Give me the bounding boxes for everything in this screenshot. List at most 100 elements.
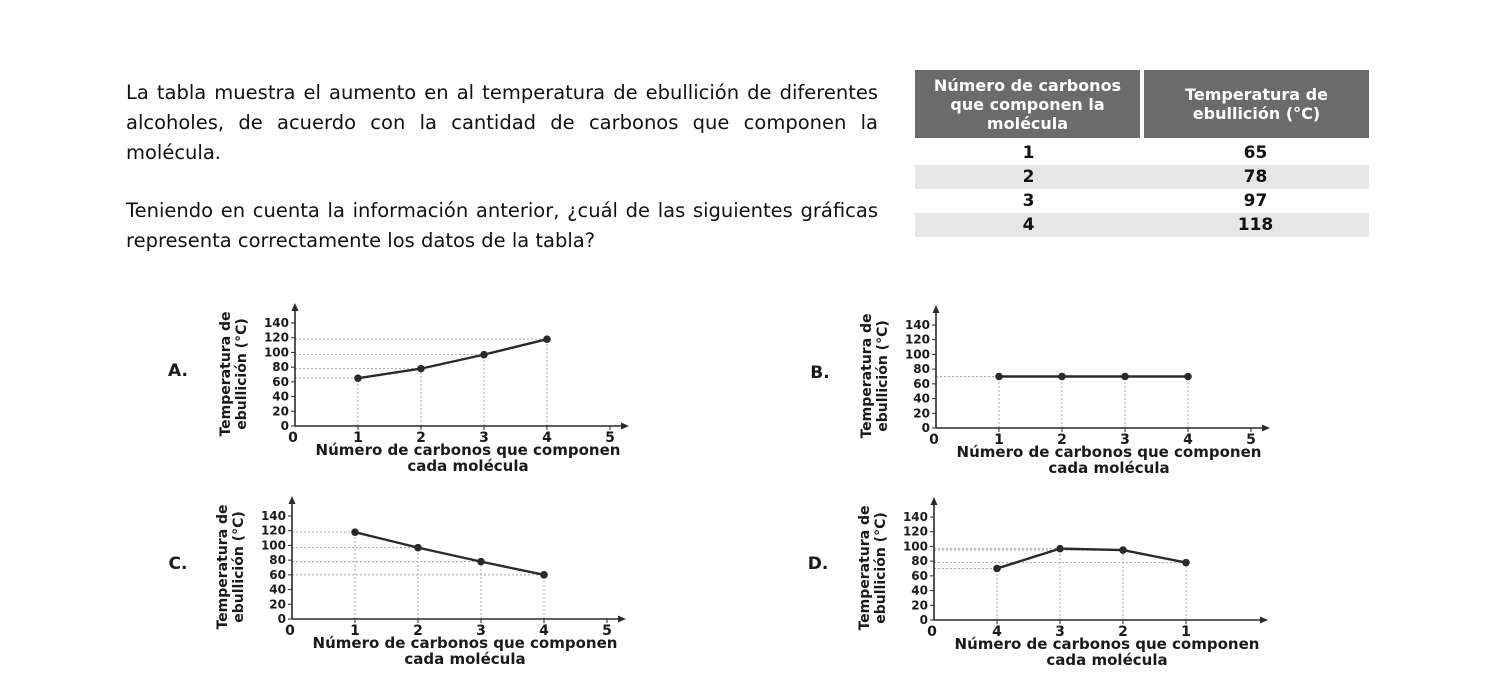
x-tick-label: 0 — [927, 624, 937, 640]
x-axis-title: cada molécula — [407, 457, 528, 475]
option-label: C. — [169, 554, 188, 574]
table-cell: 3 — [1022, 191, 1035, 211]
data-point — [1056, 544, 1064, 553]
y-tick-label: 80 — [911, 554, 928, 568]
y-axis-title-line: Temperatura de — [215, 504, 231, 629]
x-tick-label: 1 — [994, 432, 1004, 448]
table-row: 3 97 — [915, 189, 1369, 213]
y-tick-label: 100 — [903, 539, 928, 553]
x-tick-label: 2 — [1118, 624, 1128, 640]
y-tick-label: 100 — [905, 347, 930, 361]
table-cell: 97 — [1243, 191, 1268, 211]
y-axis-title-line: Temperatura de — [859, 313, 875, 438]
x-axis-title: cada molécula — [404, 650, 525, 668]
x-axis-title: Número de carbonos que componen — [313, 634, 618, 652]
y-tick-label: 20 — [911, 598, 928, 612]
y-axis-title-line: ebullición (°C) — [231, 511, 247, 623]
data-point — [351, 528, 359, 536]
y-axis-title: Temperatura de ebullición (°C) — [218, 311, 250, 436]
x-axis-title: cada molécula — [1046, 651, 1167, 669]
x-tick-label: 4 — [1183, 432, 1193, 448]
data-point — [414, 543, 422, 552]
y-tick-label: 80 — [269, 553, 286, 567]
data-point — [1119, 546, 1127, 554]
table-cell: 65 — [1243, 143, 1268, 163]
y-axis-arrow — [291, 303, 299, 311]
y-tick-label: 140 — [903, 510, 928, 524]
x-tick-label: 4 — [542, 430, 552, 446]
y-axis-title: Temperatura de ebullición (°C) — [215, 504, 247, 629]
y-tick-label: 140 — [905, 318, 930, 332]
x-axis-title: Número de carbonos que componen — [955, 635, 1260, 653]
data-point — [1121, 372, 1129, 381]
y-axis-arrow — [930, 497, 938, 505]
y-tick-label: 60 — [272, 375, 289, 389]
data-point — [1058, 372, 1066, 381]
data-point — [993, 564, 1001, 573]
y-tick-label: 140 — [261, 509, 286, 523]
table-row: 4 118 — [915, 213, 1369, 237]
x-axis-title: cada molécula — [1048, 459, 1169, 477]
boiling-point-table: Número de carbonos que componen la moléc… — [915, 70, 1369, 237]
y-tick-label: 120 — [261, 524, 286, 538]
x-tick-label: 0 — [929, 432, 939, 448]
table-cell: 2 — [915, 165, 1142, 189]
x-axis-arrow — [1262, 424, 1270, 432]
data-point — [995, 372, 1003, 381]
x-tick-label: 3 — [476, 623, 486, 639]
x-tick-label: 0 — [285, 623, 295, 639]
y-tick-label: 0 — [920, 613, 928, 627]
y-axis-title-line: Temperatura de — [857, 505, 873, 630]
y-axis-title-line: ebullición (°C) — [873, 512, 889, 624]
header-carbons: Número de carbonos que componen la moléc… — [915, 70, 1142, 138]
y-tick-label: 60 — [269, 568, 286, 582]
x-tick-label: 0 — [288, 430, 298, 446]
option-label: D. — [808, 554, 829, 574]
y-tick-label: 60 — [913, 377, 930, 391]
y-axis-title-line: ebullición (°C) — [234, 318, 250, 430]
y-tick-label: 0 — [922, 421, 930, 435]
y-tick-label: 0 — [278, 612, 286, 626]
y-tick-label: 20 — [913, 406, 930, 420]
y-axis-title: Temperatura de ebullición (°C) — [859, 313, 891, 438]
header-temperature: Temperatura de ebullición (°C) — [1140, 70, 1369, 138]
y-tick-label: 20 — [269, 597, 286, 611]
y-tick-label: 80 — [913, 362, 930, 376]
option-label: B. — [810, 363, 829, 383]
x-axis-arrow — [618, 615, 626, 623]
x-tick-label: 3 — [1055, 624, 1065, 640]
series-line — [354, 531, 545, 577]
y-tick-label: 20 — [272, 404, 289, 418]
y-axis-title-line: Temperatura de — [218, 311, 234, 436]
option-label: A. — [168, 361, 188, 381]
table-row: 1 65 — [915, 138, 1369, 165]
x-tick-label: 5 — [605, 430, 615, 446]
y-tick-label: 100 — [264, 345, 289, 359]
x-tick-label: 5 — [1246, 432, 1256, 448]
question-paragraph-2: Teniendo en cuenta la información anteri… — [126, 199, 878, 252]
x-axis-title: Número de carbonos que componen — [316, 441, 621, 459]
table-cell: 1 — [1022, 143, 1035, 163]
y-tick-label: 120 — [264, 331, 289, 345]
series-line — [996, 547, 1187, 570]
x-axis-arrow — [621, 422, 629, 430]
x-tick-label: 1 — [353, 430, 363, 446]
y-tick-label: 80 — [272, 360, 289, 374]
y-tick-label: 60 — [911, 569, 928, 583]
data-point — [540, 571, 548, 579]
table-cell: 118 — [1142, 213, 1369, 237]
y-axis-title: Temperatura de ebullición (°C) — [857, 505, 889, 630]
x-tick-label: 2 — [413, 623, 423, 639]
data-point — [1182, 558, 1190, 567]
y-tick-label: 140 — [264, 316, 289, 330]
y-tick-label: 120 — [903, 525, 928, 539]
x-tick-label: 4 — [539, 623, 549, 639]
data-point — [417, 364, 425, 373]
x-tick-label: 2 — [1057, 432, 1067, 448]
y-axis-title-line: ebullición (°C) — [875, 320, 891, 432]
data-point — [543, 335, 551, 343]
